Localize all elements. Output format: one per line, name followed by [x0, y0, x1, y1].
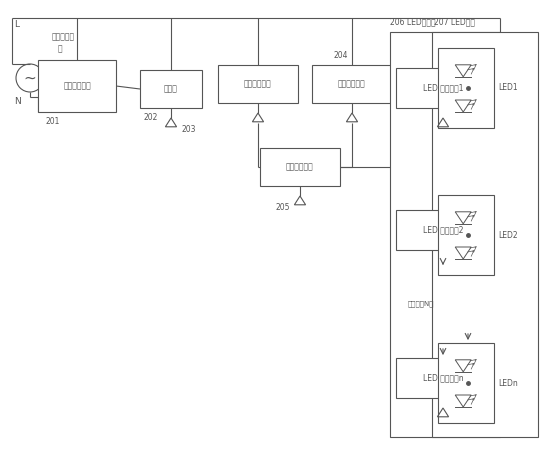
Text: 205: 205 [275, 204, 289, 213]
Bar [432, 32, 538, 437]
Text: 206 LED驱动器: 206 LED驱动器 [390, 17, 436, 26]
Bar [396, 68, 491, 108]
Bar [260, 148, 340, 186]
Text: 整流桥: 整流桥 [164, 85, 178, 94]
Text: 交流输入电: 交流输入电 [52, 32, 75, 41]
Bar [396, 358, 491, 398]
Bar [438, 48, 494, 128]
Text: 202: 202 [144, 113, 158, 123]
Bar [218, 65, 298, 103]
Text: 电流吸收电路: 电流吸收电路 [244, 80, 272, 88]
Text: LED 驱动电路1: LED 驱动电路1 [423, 83, 463, 93]
Bar [390, 32, 500, 437]
Text: LEDn: LEDn [498, 378, 518, 388]
Text: LED 驱动电路n: LED 驱动电路n [423, 374, 463, 382]
Text: 201: 201 [46, 118, 60, 126]
Text: 可扩展至N路: 可扩展至N路 [408, 300, 435, 307]
Bar [438, 195, 494, 275]
Text: 吸收控制电路: 吸收控制电路 [286, 163, 314, 171]
Text: LED2: LED2 [498, 231, 518, 239]
Text: 203: 203 [181, 125, 195, 134]
Text: ~: ~ [24, 70, 36, 86]
Text: N: N [14, 97, 21, 106]
Text: LED 驱动电路2: LED 驱动电路2 [423, 225, 463, 234]
Text: 207 LED负载: 207 LED负载 [434, 17, 475, 26]
Text: LED1: LED1 [498, 83, 518, 93]
Text: 电压采样网络: 电压采样网络 [338, 80, 366, 88]
Bar [140, 70, 202, 108]
Text: 可控硅调光器: 可控硅调光器 [63, 81, 91, 90]
Bar [438, 343, 494, 423]
Bar [396, 210, 491, 250]
Bar [38, 60, 116, 112]
Text: L: L [14, 20, 19, 29]
Text: 204: 204 [334, 50, 349, 60]
Bar [312, 65, 392, 103]
Text: 压: 压 [58, 44, 63, 53]
